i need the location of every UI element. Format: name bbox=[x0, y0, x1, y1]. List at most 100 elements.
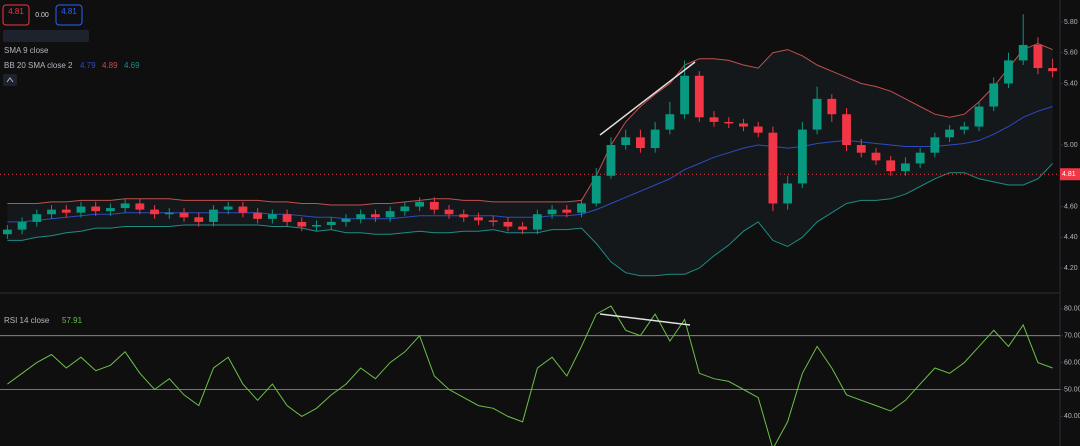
candle-body bbox=[547, 209, 557, 215]
candle-body bbox=[179, 212, 189, 218]
sell-price: 4.81 bbox=[8, 7, 24, 16]
candle-body bbox=[282, 214, 292, 222]
legend-value: 4.89 bbox=[102, 61, 118, 70]
indicator-controls[interactable] bbox=[3, 30, 89, 42]
candle-body bbox=[326, 221, 336, 225]
candle-body bbox=[945, 129, 954, 138]
candle-body bbox=[341, 218, 351, 222]
candle-body bbox=[2, 229, 12, 235]
candle-body bbox=[562, 209, 572, 213]
candle-body bbox=[650, 129, 660, 149]
buy-button[interactable] bbox=[55, 4, 83, 26]
band-upper bbox=[7, 42, 1053, 206]
candle-body bbox=[871, 152, 881, 161]
candle-body bbox=[739, 123, 748, 127]
rsi-legend: RSI 14 close bbox=[4, 316, 50, 325]
candle-body bbox=[150, 209, 159, 215]
candle-body bbox=[930, 137, 940, 153]
candle-body bbox=[606, 145, 616, 176]
candle-body bbox=[61, 209, 71, 213]
candle-body bbox=[577, 203, 586, 213]
candle-body bbox=[429, 201, 439, 210]
legend: SMA 9 close BB 20 SMA close 2 RSI 14 clo… bbox=[4, 46, 140, 325]
candle-body bbox=[827, 98, 837, 115]
candle-body bbox=[518, 226, 528, 230]
candle-body bbox=[253, 212, 263, 219]
y-tick-label: 4.40 bbox=[1064, 234, 1078, 241]
candle-body bbox=[636, 137, 645, 149]
candle-body bbox=[709, 117, 719, 122]
collapse-button[interactable] bbox=[3, 74, 17, 86]
candle-body bbox=[223, 206, 233, 210]
candle-body bbox=[959, 126, 969, 130]
rsi-pane: 40.00 50.00 60.00 70.00 80.00 bbox=[0, 305, 1080, 446]
candle-body bbox=[724, 121, 734, 124]
candle-body bbox=[209, 209, 218, 222]
candle-body bbox=[76, 206, 86, 213]
candle-body bbox=[17, 221, 27, 230]
candle-body bbox=[694, 75, 704, 118]
candle-body bbox=[1018, 45, 1028, 61]
candle-body bbox=[194, 217, 204, 222]
y-tick-label: 70.00 bbox=[1064, 333, 1080, 340]
candle-body bbox=[135, 203, 145, 210]
y-tick-label: 5.00 bbox=[1064, 142, 1078, 149]
candle-body bbox=[474, 217, 483, 221]
candle-body bbox=[385, 211, 395, 218]
candle-body bbox=[665, 114, 675, 130]
candle-body bbox=[974, 106, 984, 127]
candle-body bbox=[812, 98, 822, 130]
candle-body bbox=[459, 214, 469, 218]
y-tick-label: 50.00 bbox=[1064, 386, 1080, 393]
y-tick-label: 4.60 bbox=[1064, 203, 1078, 210]
candle-body bbox=[901, 163, 910, 172]
candle-body bbox=[297, 221, 307, 227]
candle-body bbox=[621, 137, 631, 145]
y-tick-label: 40.00 bbox=[1064, 413, 1080, 420]
candle-body bbox=[1033, 45, 1043, 69]
candle-body bbox=[753, 126, 763, 133]
collapse-icon bbox=[6, 77, 14, 83]
candle-body bbox=[47, 209, 56, 215]
y-tick-label: 60.00 bbox=[1064, 359, 1080, 366]
candle-body bbox=[797, 129, 807, 184]
candle-body bbox=[238, 206, 248, 213]
trendline bbox=[599, 61, 696, 136]
y-tick-label: 5.80 bbox=[1064, 19, 1078, 26]
buy-price: 4.81 bbox=[61, 7, 77, 16]
rsi-last-value: 57.91 bbox=[62, 316, 83, 325]
y-tick-label: 4.20 bbox=[1064, 265, 1078, 272]
band-lower bbox=[7, 163, 1053, 277]
candle-body bbox=[400, 206, 410, 212]
bb-legend: BB 20 SMA close 2 bbox=[4, 61, 73, 70]
candle-body bbox=[267, 214, 277, 219]
sell-button[interactable] bbox=[2, 4, 30, 26]
candle-body bbox=[415, 201, 424, 207]
candle-body bbox=[842, 114, 851, 145]
candle-body bbox=[120, 203, 130, 209]
candle-body bbox=[444, 209, 454, 215]
candle-body bbox=[164, 212, 174, 215]
trendline bbox=[599, 313, 691, 326]
candle-body bbox=[989, 83, 999, 107]
price-label: 4.81 bbox=[1062, 171, 1076, 178]
candle-body bbox=[106, 208, 115, 212]
y-tick-label: 5.40 bbox=[1064, 80, 1078, 87]
candle-body bbox=[886, 160, 896, 172]
candle-body bbox=[591, 175, 601, 204]
candle-body bbox=[91, 206, 101, 212]
y-tick-label: 5.60 bbox=[1064, 50, 1078, 57]
spread: 0.00 bbox=[35, 12, 49, 19]
candle-body bbox=[503, 221, 513, 227]
price-label-box bbox=[1060, 168, 1080, 181]
price-pane: 4.20 4.40 4.60 5.00 5.40 5.60 5.80 4.81 bbox=[0, 14, 1080, 277]
candle-body bbox=[532, 214, 542, 230]
candle-body bbox=[1048, 68, 1058, 72]
rsi-line bbox=[7, 305, 1053, 446]
legend-value: 4.69 bbox=[124, 61, 140, 70]
candle-body bbox=[488, 220, 498, 222]
candle-body bbox=[312, 225, 321, 227]
candle-body bbox=[768, 132, 778, 204]
candle-body bbox=[371, 214, 380, 218]
